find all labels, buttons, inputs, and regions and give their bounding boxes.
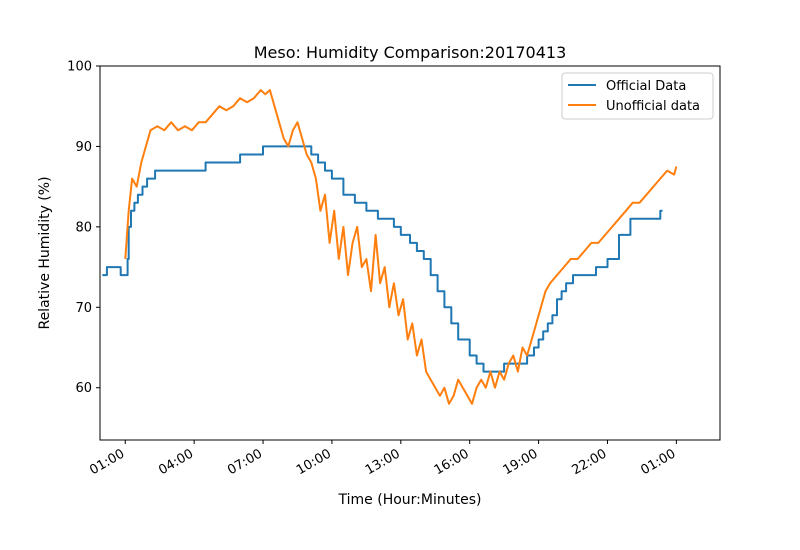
plot-layer — [102, 89, 678, 405]
legend: Official Data Unofficial data — [561, 72, 714, 120]
x-axis-title: Time (Hour:Minutes) — [338, 492, 482, 508]
series-line-unofficial-data — [124, 89, 678, 405]
y-axis-ticks: 60 70 80 90 100 — [67, 60, 100, 396]
chart-title: Meso: Humidity Comparison:20170413 — [254, 43, 567, 62]
axes-frame — [99, 65, 721, 441]
series-line-official-data — [102, 145, 663, 373]
legend-box — [561, 72, 714, 120]
y-tick-label: 90 — [75, 140, 92, 155]
legend-label-unofficial: Unofficial data — [606, 99, 700, 114]
legend-label-official: Official Data — [606, 79, 686, 94]
y-tick-label: 100 — [67, 60, 92, 75]
y-tick-label: 60 — [75, 381, 92, 396]
y-tick-label: 80 — [75, 220, 92, 235]
y-tick-label: 70 — [75, 301, 92, 316]
y-axis-title: Relative Humidity (%) — [37, 176, 53, 329]
